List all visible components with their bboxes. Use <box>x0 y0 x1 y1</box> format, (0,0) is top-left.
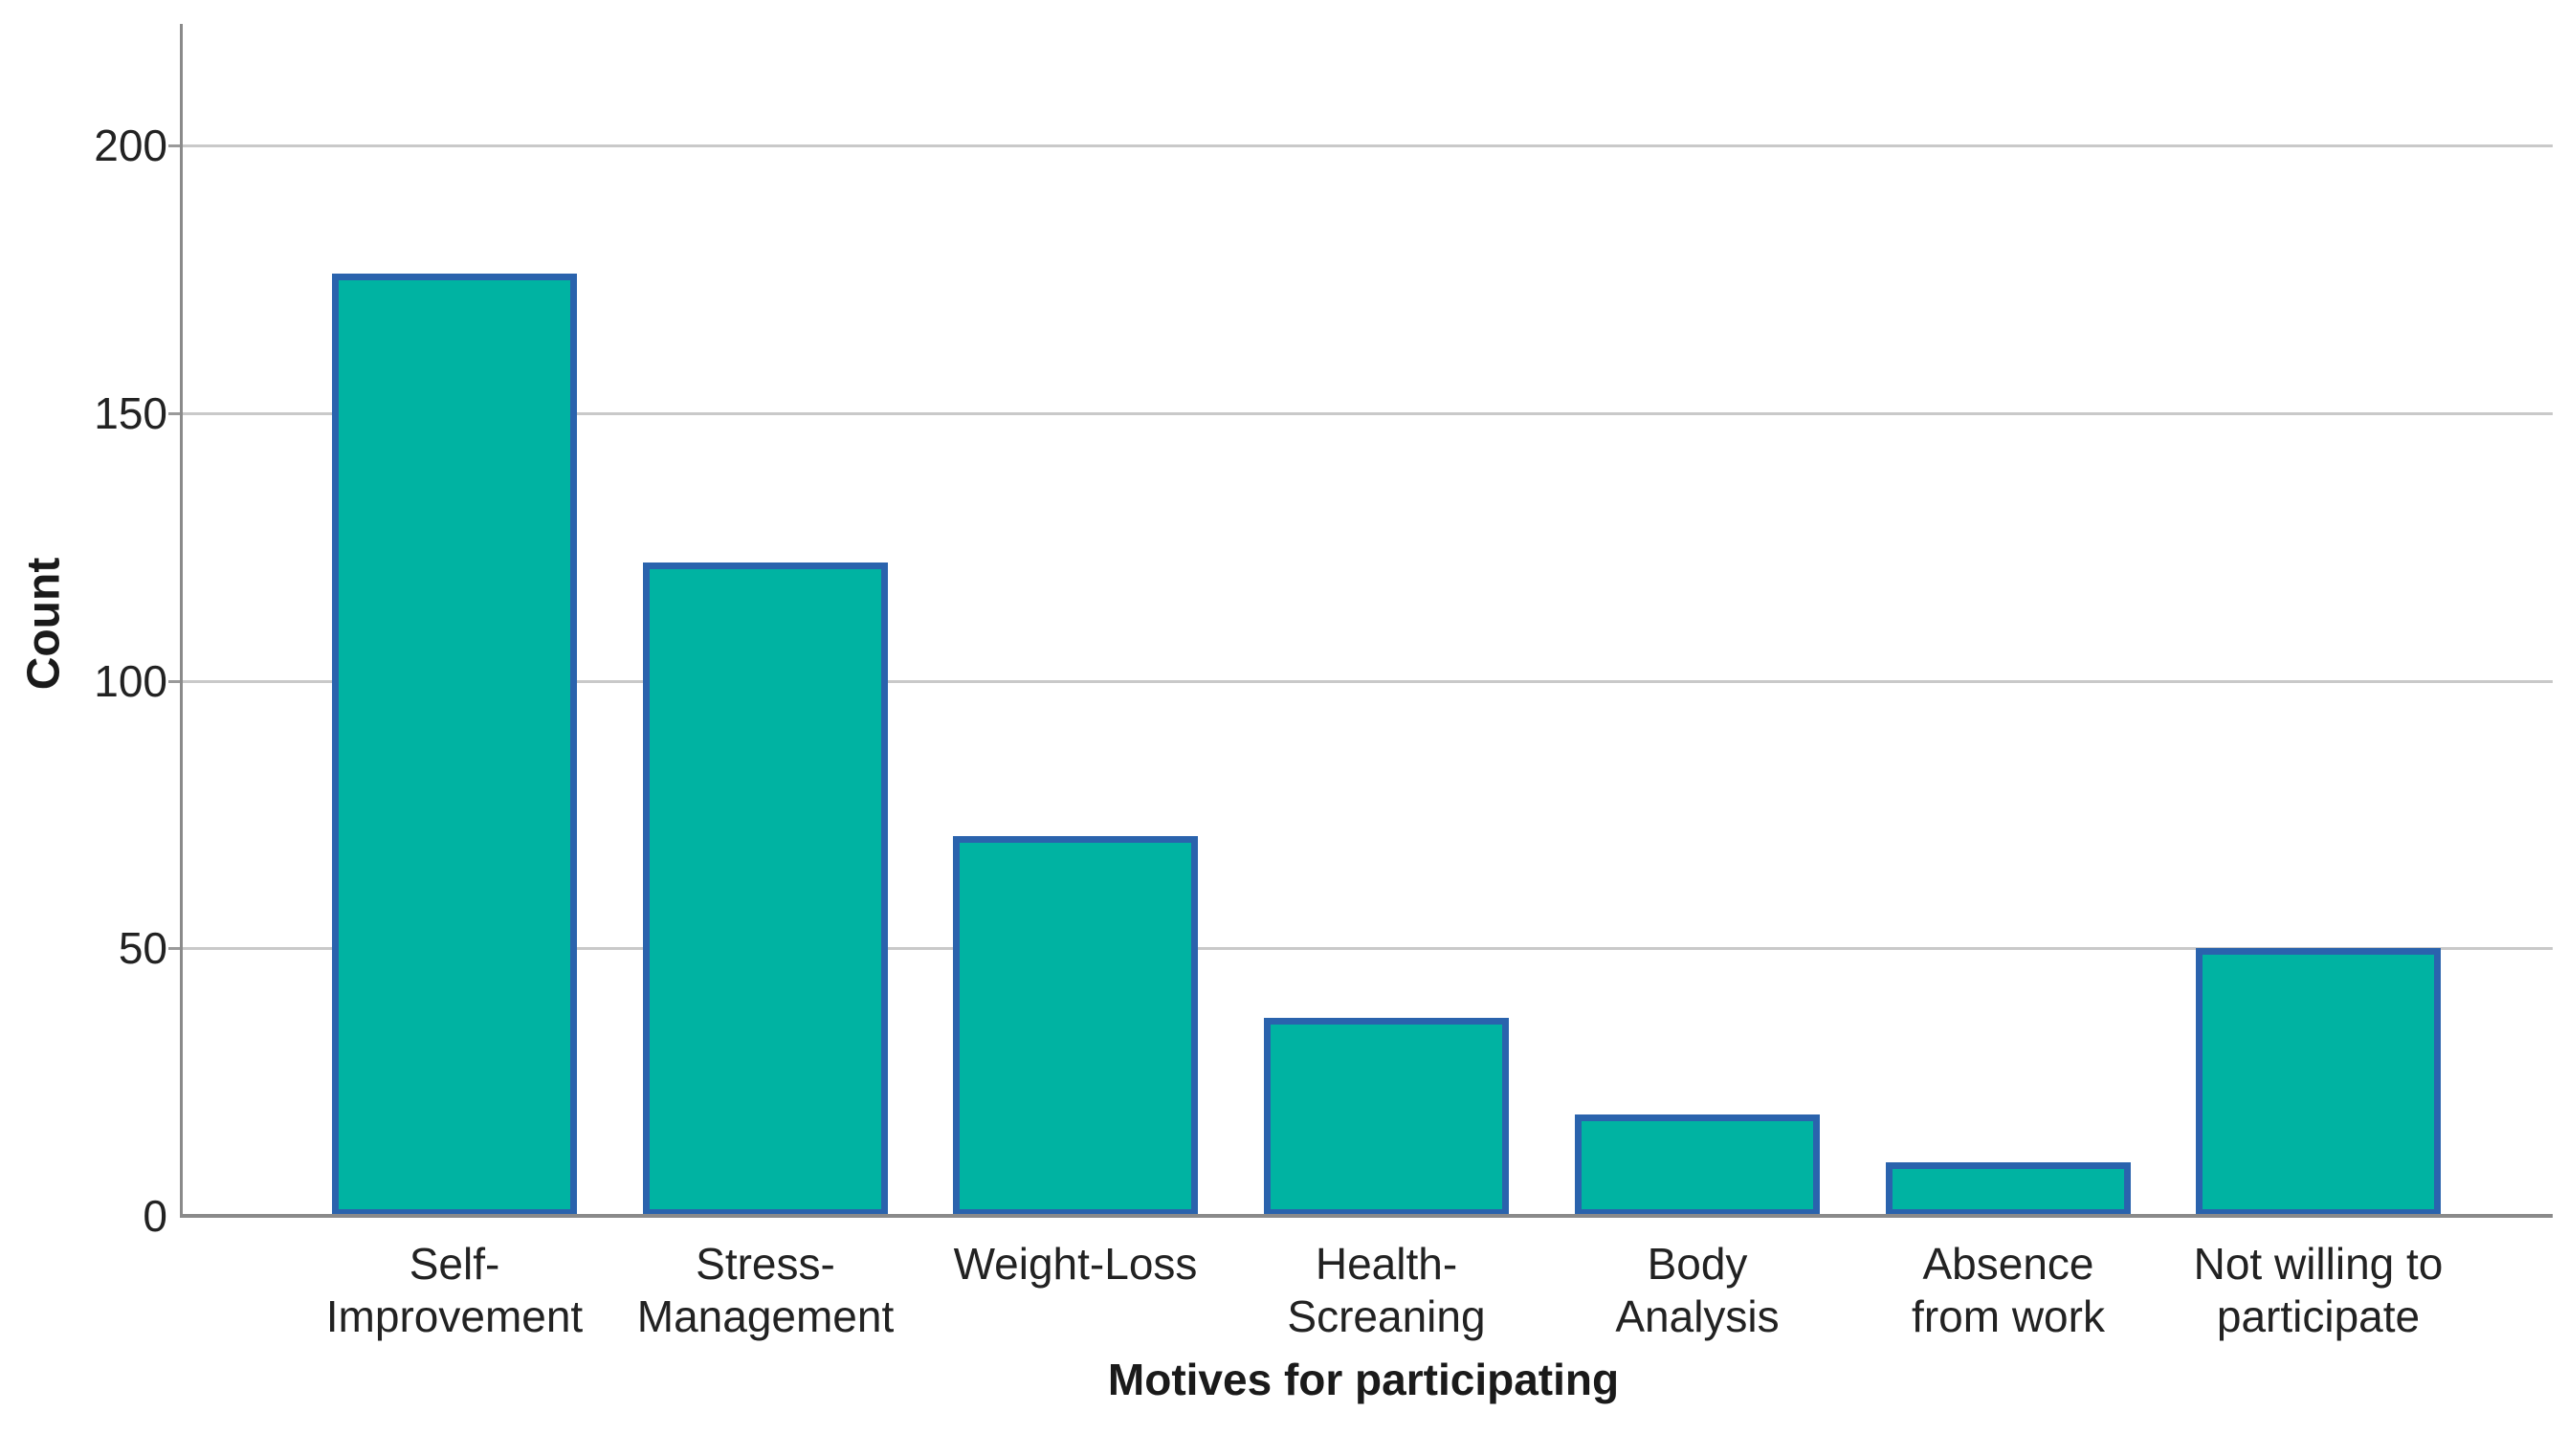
y-tick-label-0: 0 <box>143 1191 167 1241</box>
y-axis-line <box>180 24 183 1216</box>
bar-4 <box>1264 1018 1509 1216</box>
category-label-6: Absence from work <box>1912 1239 2105 1341</box>
y-tick-150 <box>168 411 182 415</box>
y-tick-label-150: 150 <box>94 387 167 438</box>
y-tick-200 <box>168 144 182 147</box>
bar-6 <box>1886 1162 2131 1216</box>
gridline-100 <box>182 679 2553 683</box>
category-label-4: Health- Screaning <box>1287 1239 1486 1341</box>
y-tick-label-50: 50 <box>118 923 167 974</box>
x-axis-line <box>180 1214 2553 1218</box>
category-label-1: Self- Improvement <box>325 1239 584 1341</box>
gridline-50 <box>182 947 2553 951</box>
category-label-5: Body Analysis <box>1615 1239 1780 1341</box>
gridline-150 <box>182 411 2553 415</box>
y-tick-label-100: 100 <box>94 655 167 706</box>
x-axis-title: Motives for participating <box>1107 1355 1620 1404</box>
bar-5 <box>1575 1114 1820 1216</box>
bar-1 <box>332 274 577 1216</box>
y-tick-label-200: 200 <box>94 121 167 170</box>
category-label-7: Not willing to participate <box>2193 1239 2444 1341</box>
category-label-3: Weight-Loss <box>953 1239 1198 1289</box>
category-label-2: Stress- Management <box>636 1239 895 1341</box>
gridline-200 <box>182 144 2553 147</box>
bar-3 <box>953 836 1198 1216</box>
bar-2 <box>643 563 888 1216</box>
y-tick-100 <box>168 679 182 683</box>
y-tick-50 <box>168 947 182 951</box>
bar-7 <box>2196 948 2441 1216</box>
